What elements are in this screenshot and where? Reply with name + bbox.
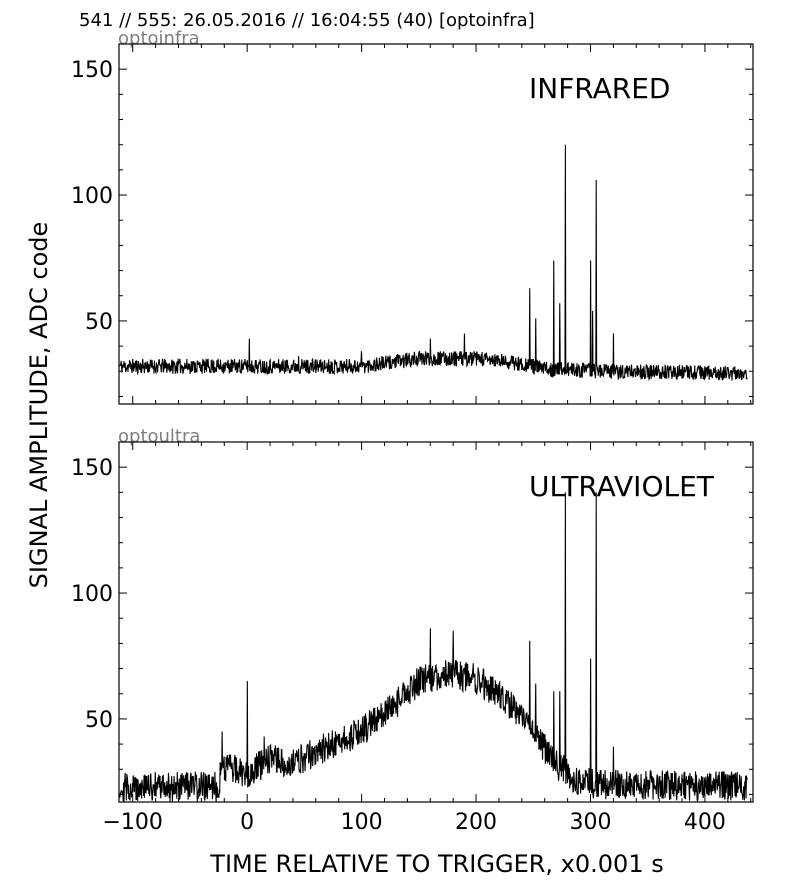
- y-axis-label: SIGNAL AMPLITUDE, ADC code: [25, 222, 53, 589]
- infrared-plot-frame: [118, 43, 754, 405]
- panel-label-ultraviolet: optoultra: [118, 426, 200, 447]
- infrared-axis-ticks: 50 100 150: [71, 43, 753, 404]
- y-tick-label: 100: [71, 184, 113, 209]
- infrared-annotation: INFRARED: [529, 72, 671, 105]
- ultraviolet-signal-line: [119, 492, 748, 803]
- figure-title: 541 // 555: 26.05.2016 // 16:04:55 (40) …: [79, 10, 535, 31]
- panel-label-infrared: optoinfra: [118, 28, 200, 49]
- x-tick-label: 0: [240, 810, 254, 835]
- y-tick-label: 150: [71, 58, 113, 83]
- x-tick-label: −100: [103, 810, 163, 835]
- x-axis-label: TIME RELATIVE TO TRIGGER, x0.001 s: [209, 850, 663, 878]
- y-tick-label: 50: [85, 708, 113, 733]
- ultraviolet-panel: optoultra −100 0 100 200 300 400 50 100 150 ULTR…: [71, 426, 754, 835]
- x-tick-label: 400: [684, 810, 726, 835]
- ultraviolet-annotation: ULTRAVIOLET: [529, 470, 715, 503]
- x-tick-label: 100: [341, 810, 383, 835]
- infrared-panel: optoinfra 50 100 150 INFRARED: [71, 28, 754, 405]
- infrared-signal-line: [119, 144, 748, 381]
- y-tick-label: 150: [71, 456, 113, 481]
- x-tick-label: 300: [569, 810, 611, 835]
- y-tick-label: 50: [85, 310, 113, 335]
- ultraviolet-axis-ticks: −100 0 100 200 300 400 50 100 150: [71, 441, 753, 835]
- x-tick-label: 200: [455, 810, 497, 835]
- ultraviolet-plot-frame: [118, 441, 754, 803]
- y-tick-label: 100: [71, 582, 113, 607]
